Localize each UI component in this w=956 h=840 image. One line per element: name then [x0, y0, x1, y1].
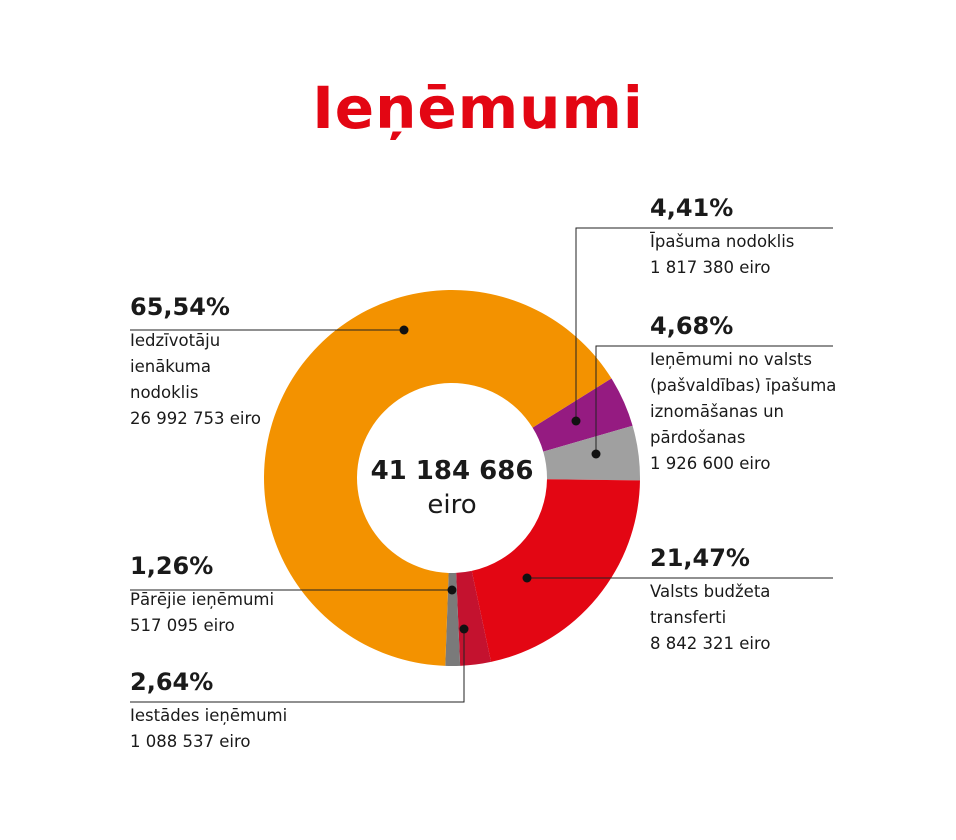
data-label-pct: 65,54%	[130, 293, 230, 321]
leader-line	[130, 629, 465, 703]
data-label-name: Ieņēmumi no valsts (pašvaldības) īpašuma…	[650, 350, 837, 447]
leader-dot	[522, 573, 532, 583]
label-valsts-transferti: 21,47% Valsts budžeta transferti 8 842 3…	[650, 543, 770, 657]
center-total: 41 184 686 eiro	[352, 455, 552, 523]
data-label-name: Pārējie ieņēmumi	[130, 590, 275, 609]
data-label-amount: 517 095 eiro	[130, 616, 235, 635]
total-value: 41 184 686	[370, 456, 534, 486]
data-label-amount: 1 926 600 eiro	[650, 454, 771, 473]
leader-line	[595, 345, 833, 454]
donut-slice	[264, 289, 612, 666]
data-label-pct: 2,64%	[130, 668, 214, 696]
data-label-pct: 4,68%	[650, 312, 734, 340]
data-label-amount: 26 992 753 eiro	[130, 409, 261, 428]
chart-title: Ieņēmumi	[312, 74, 644, 142]
label-iestades-ienemumi: 2,64% Iestādes ieņēmumi 1 088 537 eiro	[130, 667, 287, 755]
data-label-pct: 1,26%	[130, 552, 214, 580]
data-label-pct: 21,47%	[650, 544, 750, 572]
data-label-amount: 1 817 380 eiro	[650, 258, 771, 277]
data-label-name: Valsts budžeta transferti	[650, 582, 771, 627]
donut-slice	[532, 378, 633, 452]
data-label-name: Iedzīvotāju ienākuma nodoklis	[130, 331, 221, 402]
donut-slice	[471, 479, 640, 662]
label-ienemumi-no-ipasuma: 4,68% Ieņēmumi no valsts (pašvaldības) ī…	[650, 311, 836, 477]
leader-dot	[447, 585, 457, 595]
data-label-amount: 1 088 537 eiro	[130, 732, 251, 751]
donut-slice	[445, 572, 461, 666]
donut-slice	[456, 570, 492, 666]
data-label-pct: 4,41%	[650, 194, 734, 222]
data-label-name: Īpašuma nodoklis	[650, 232, 795, 251]
leader-dot	[571, 416, 581, 426]
leader-dot	[459, 624, 469, 634]
leader-line	[575, 227, 833, 421]
label-iedzivotaju-nodoklis: 65,54% Iedzīvotāju ienākuma nodoklis 26 …	[130, 292, 261, 432]
label-parejie-ienemumi: 1,26% Pārējie ieņēmumi 517 095 eiro	[130, 551, 274, 639]
leader-dot	[591, 449, 601, 459]
label-ipasuma-nodoklis: 4,41% Īpašuma nodoklis 1 817 380 eiro	[650, 193, 794, 281]
total-unit: eiro	[427, 490, 477, 520]
data-label-name: Iestādes ieņēmumi	[130, 706, 288, 725]
data-label-amount: 8 842 321 eiro	[650, 634, 771, 653]
leader-dot	[399, 325, 409, 335]
